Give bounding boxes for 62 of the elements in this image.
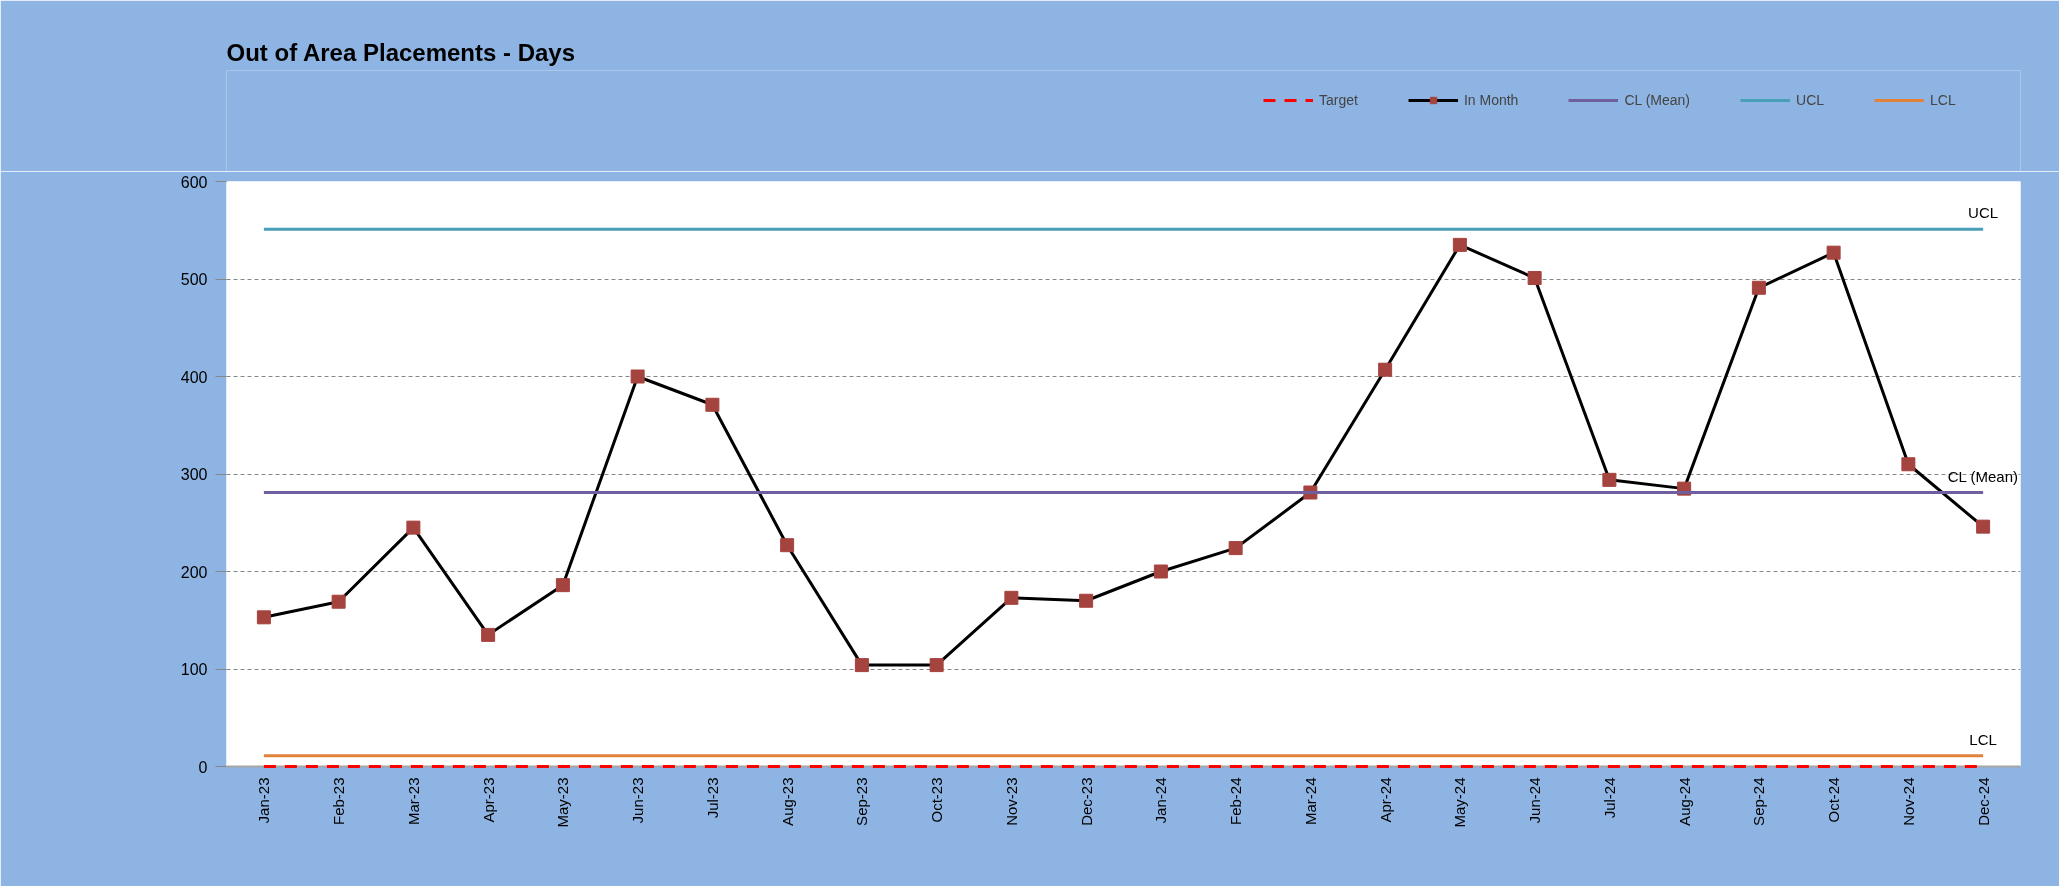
point	[630, 369, 645, 384]
y-tick-label: 400	[180, 368, 208, 386]
annotation: UCL	[1968, 204, 1999, 222]
legend-label: Target	[1319, 92, 1358, 108]
x-tick-label: May-23	[554, 777, 572, 828]
x-tick-label: Sep-23	[853, 777, 871, 826]
legend-label: CL (Mean)	[1624, 92, 1691, 108]
y-tick-label: 100	[180, 661, 208, 678]
x-tick-label: Mar-23	[404, 777, 422, 826]
x-tick-label: Jun-24	[1526, 777, 1544, 824]
y-tick-label: 200	[180, 563, 208, 581]
x-tick-label: Aug-24	[1675, 777, 1693, 826]
point	[1602, 472, 1617, 487]
point	[1153, 564, 1168, 579]
point	[1378, 362, 1393, 377]
point	[1228, 541, 1243, 556]
point	[1901, 457, 1916, 472]
point	[555, 578, 570, 593]
chart-title: Out of Area Placements - Days	[226, 38, 576, 66]
legend-label: LCL	[1930, 92, 1956, 108]
point	[256, 610, 271, 625]
point	[1004, 590, 1019, 605]
point	[1079, 593, 1094, 608]
x-tick-label: Jan-23	[255, 777, 273, 824]
point	[854, 658, 869, 673]
x-tick-label: Dec-24	[1974, 777, 1992, 826]
legend-label: In Month	[1463, 92, 1519, 108]
y-tick-label: 500	[180, 271, 208, 288]
x-tick-label: May-24	[1451, 777, 1469, 828]
x-tick-label: Mar-24	[1301, 777, 1319, 826]
x-tick-label: Nov-23	[1002, 777, 1020, 826]
x-tick-label: Oct-23	[928, 777, 946, 823]
point	[1976, 519, 1991, 534]
x-tick-label: Oct-24	[1825, 777, 1843, 823]
x-tick-label: Feb-24	[1227, 777, 1245, 826]
x-tick-label: Aug-23	[778, 777, 796, 826]
point	[780, 538, 795, 553]
annotation: CL (Mean)	[1947, 467, 2019, 485]
point	[1527, 271, 1542, 286]
x-tick-label: Sep-24	[1750, 777, 1768, 826]
x-tick-label: Feb-23	[330, 777, 348, 826]
point	[481, 627, 496, 642]
x-tick-label: Jan-24	[1152, 777, 1170, 824]
x-tick-label: Apr-23	[479, 777, 497, 823]
legend-label: UCL	[1796, 92, 1825, 108]
y-tick-label: 0	[198, 758, 208, 776]
point	[1751, 280, 1766, 295]
annotation: LCL	[1969, 730, 1997, 748]
x-tick-label: Jul-23	[703, 777, 721, 819]
point	[331, 594, 346, 609]
x-tick-label: Jul-24	[1600, 777, 1618, 819]
point	[406, 520, 421, 535]
y-tick-label: 600	[180, 173, 208, 191]
point	[929, 658, 944, 673]
x-tick-label: Apr-24	[1376, 777, 1394, 823]
x-tick-label: Nov-24	[1899, 777, 1917, 826]
point	[1452, 237, 1467, 252]
x-tick-label: Jun-23	[629, 777, 647, 824]
y-tick-label: 300	[180, 466, 208, 483]
x-tick-label: Dec-23	[1077, 777, 1095, 826]
point	[1826, 245, 1841, 260]
point	[705, 397, 720, 412]
